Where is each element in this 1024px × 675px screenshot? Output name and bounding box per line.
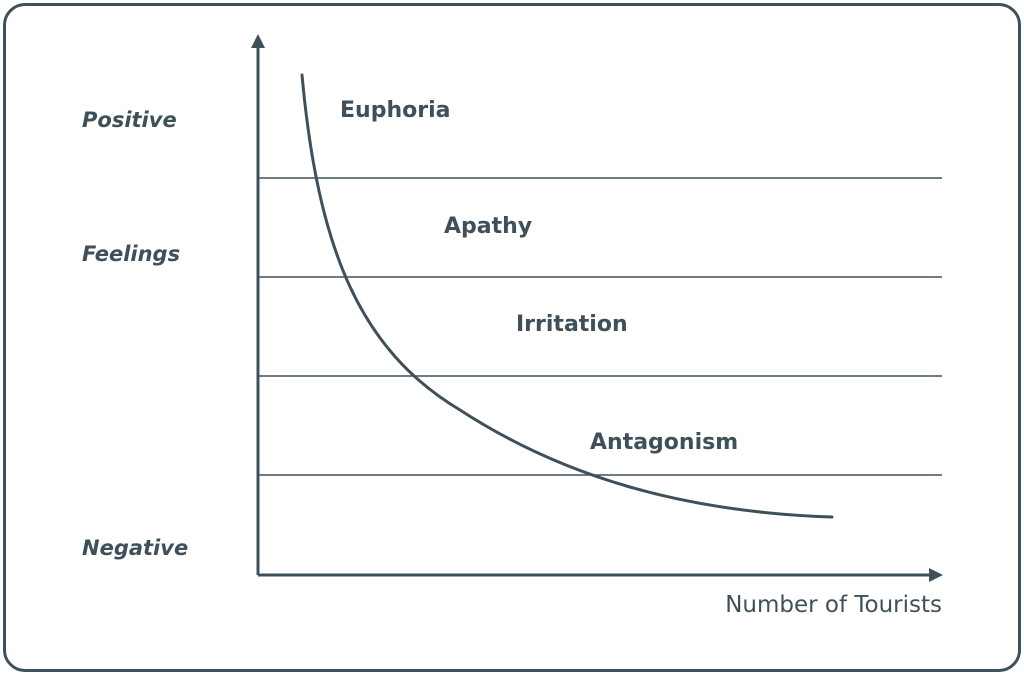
y-axis-top-label: Positive (82, 108, 177, 132)
zone-label-irritation: Irritation (516, 312, 628, 337)
zone-label-apathy: Apathy (444, 214, 533, 239)
zone-label-antagonism: Antagonism (590, 430, 739, 455)
x-axis-arrow (929, 568, 943, 582)
y-axis-bottom-label: Negative (82, 536, 189, 560)
zone-label-euphoria: Euphoria (340, 98, 451, 123)
y-axis-middle-label: Feelings (82, 242, 181, 266)
diagram-frame (3, 3, 1021, 672)
y-axis-arrow (251, 34, 265, 48)
feelings-curve (300, 73, 834, 519)
x-axis-label: Number of Tourists (725, 592, 942, 618)
